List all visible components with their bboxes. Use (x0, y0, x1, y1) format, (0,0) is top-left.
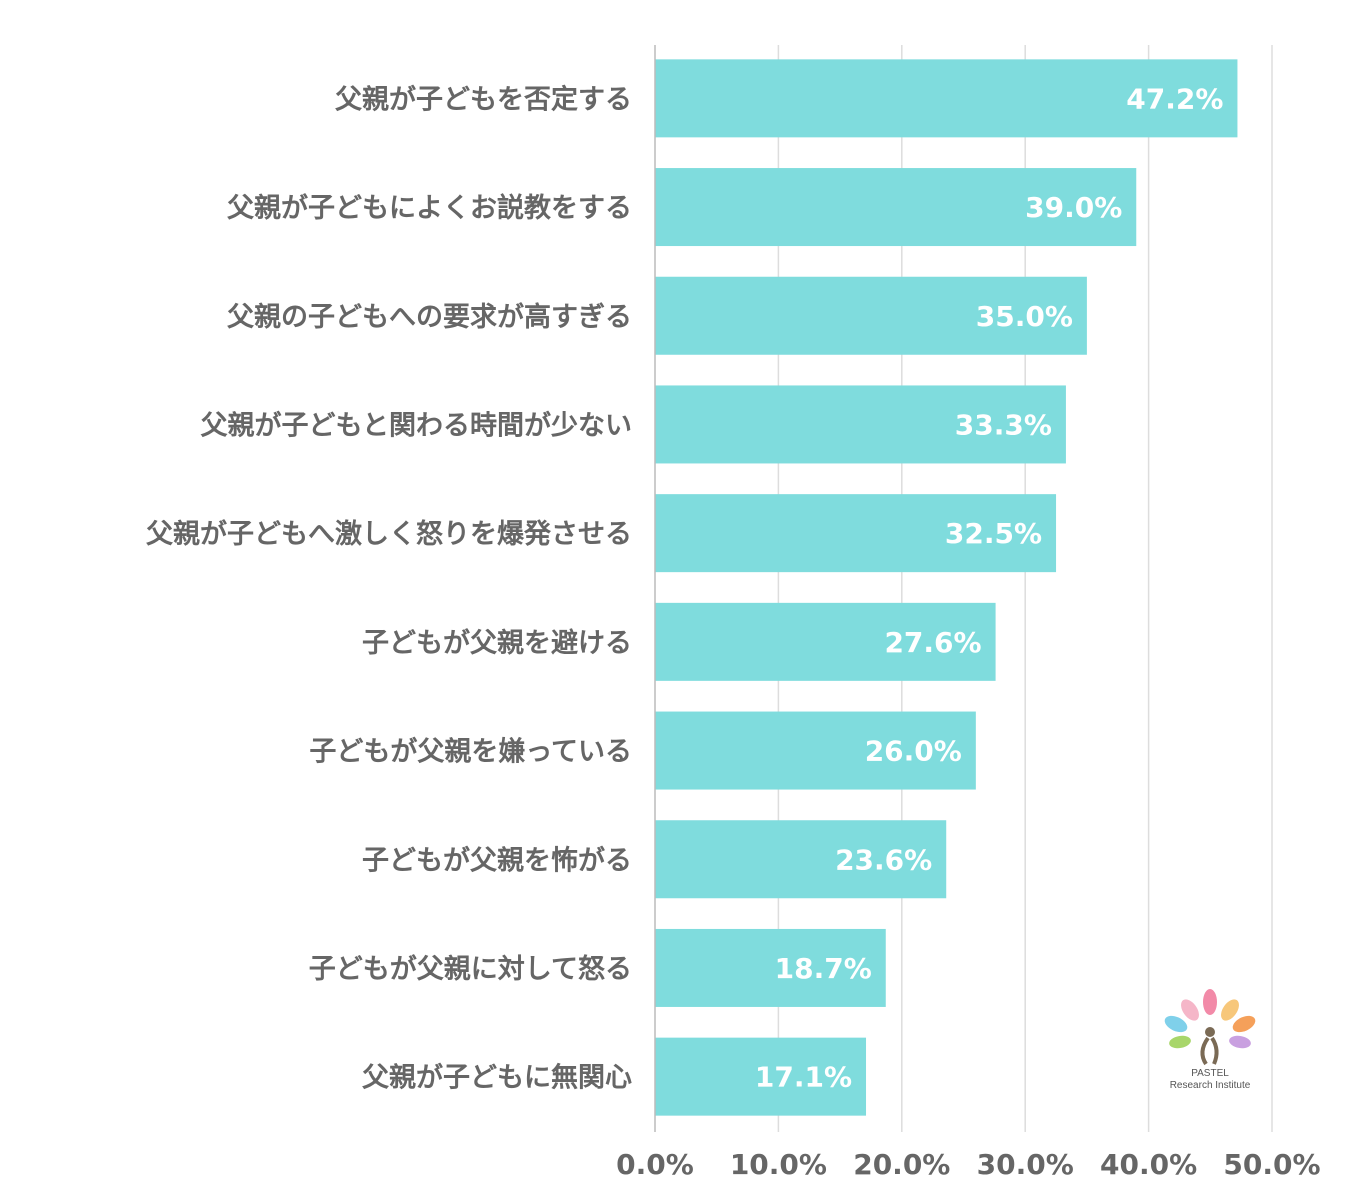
bar (655, 276, 1087, 355)
bar (655, 494, 1057, 573)
bar (655, 711, 976, 790)
bar-value-label: 39.0% (1025, 191, 1122, 224)
category-label: 子どもが父親を嫌っている (309, 736, 632, 768)
tree-logo-icon (1164, 989, 1256, 1066)
category-labels: 父親が子どもを否定する父親が子どもによくお説教をする父親の子どもへの要求が高すぎ… (146, 83, 632, 1093)
category-label: 子どもが父親に対して怒る (309, 953, 632, 985)
pastel-logo: PASTEL Research Institute (1164, 989, 1256, 1091)
category-label: 父親が子どもを否定する (335, 83, 632, 115)
bar-value-label: 18.7% (775, 952, 872, 985)
x-tick-labels: 0.0% 10.0% 20.0% 30.0% 40.0% 50.0% (616, 1148, 1320, 1181)
bar (655, 59, 1238, 138)
bar-value-label: 23.6% (835, 843, 932, 876)
category-label: 父親が子どもへ激しく怒りを爆発させる (146, 518, 632, 550)
bars: 47.2% 39.0% 35.0% 33.3% 32.5% 27.6% 26.0% 23.6%… (655, 59, 1238, 1116)
bar (655, 820, 947, 899)
bar-value-label: 32.5% (945, 517, 1042, 550)
category-label: 子どもが父親を避ける (362, 627, 632, 659)
x-tick-label: 50.0% (1223, 1148, 1320, 1181)
category-label: 父親が子どもと関わる時間が少ない (201, 409, 632, 441)
bar-value-label: 26.0% (865, 735, 962, 768)
logo-line1: PASTEL (1191, 1068, 1229, 1079)
bar (655, 168, 1137, 247)
category-label: 子どもが父親を怖がる (362, 844, 632, 876)
category-label: 父親の子どもへの要求が高すぎる (227, 301, 632, 333)
bar (655, 602, 996, 681)
bar-value-label: 33.3% (955, 408, 1052, 441)
bar (655, 385, 1066, 464)
bar-value-label: 27.6% (884, 626, 981, 659)
bar-value-label: 17.1% (755, 1061, 852, 1094)
category-label: 父親が子どもに無関心 (362, 1062, 632, 1094)
category-label: 父親が子どもによくお説教をする (227, 192, 632, 224)
x-tick-label: 10.0% (730, 1148, 827, 1181)
x-tick-label: 30.0% (977, 1148, 1074, 1181)
bar (655, 928, 886, 1007)
x-tick-label: 40.0% (1100, 1148, 1197, 1181)
x-tick-label: 20.0% (853, 1148, 950, 1181)
bar (655, 1037, 867, 1116)
x-tick-label: 0.0% (616, 1148, 694, 1181)
bar-value-label: 35.0% (976, 300, 1073, 333)
bar-value-label: 47.2% (1126, 82, 1223, 115)
logo-line2: Research Institute (1170, 1080, 1251, 1091)
